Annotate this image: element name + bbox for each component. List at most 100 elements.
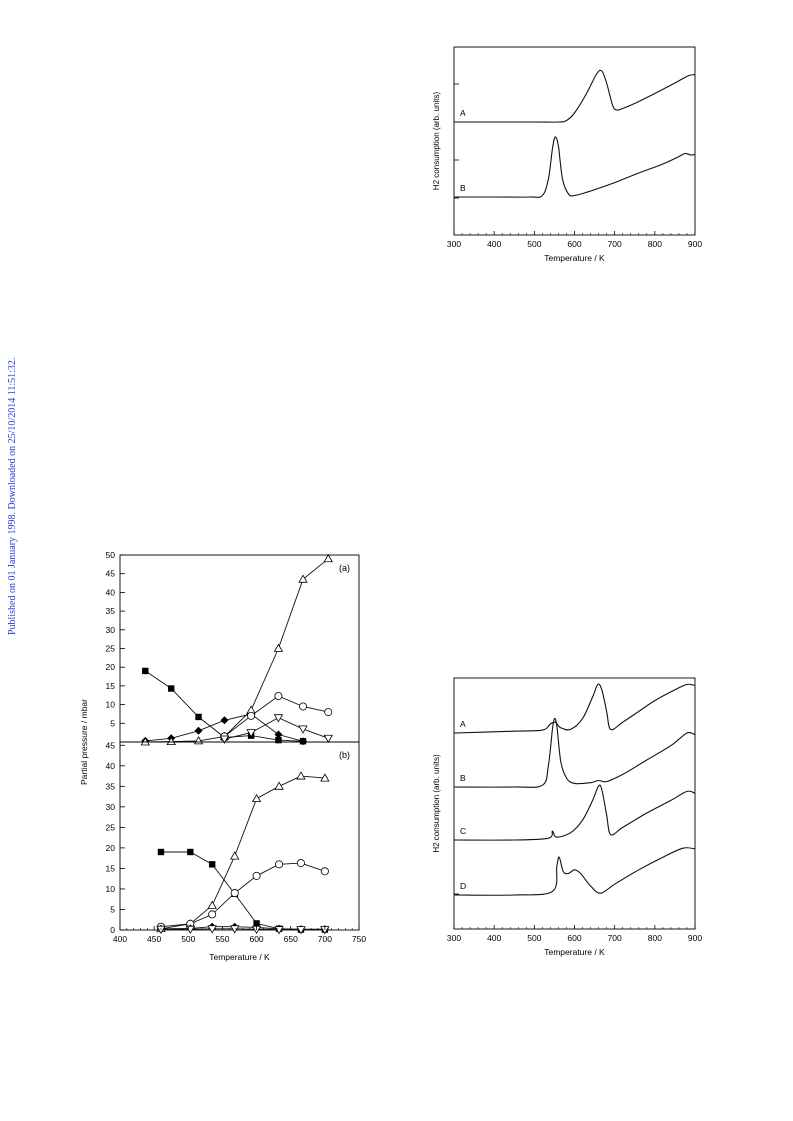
open-triangle-down-marker xyxy=(246,729,256,738)
y-tick-label: 5 xyxy=(110,904,115,914)
panel-a: 5 10 15 20 25 30 35 40 45 50 (a) xyxy=(106,550,360,746)
y-tick-label: 30 xyxy=(106,802,116,812)
open-circle-marker xyxy=(247,711,256,720)
filled-square-marker xyxy=(187,848,194,856)
filled-square-marker xyxy=(253,920,260,927)
open-circle-marker xyxy=(296,859,305,868)
y-tick-label: 45 xyxy=(106,740,116,750)
filled-square-marker xyxy=(142,667,149,675)
open-circle-marker xyxy=(324,708,333,717)
panel-frame xyxy=(119,554,360,743)
open-circle-marker xyxy=(274,691,283,700)
x-tick-label: 500 xyxy=(527,239,541,249)
series-line-A xyxy=(453,683,696,734)
series-label-C: C xyxy=(460,826,466,836)
x-tick-label: 500 xyxy=(181,934,195,944)
y-tick-label: 40 xyxy=(106,761,116,771)
tpr-chart-top: 300 400 500 600 700 800 900 A B Temperature / K H2… xyxy=(432,46,702,263)
filled-diamond-marker xyxy=(299,737,308,746)
y-tick-label: 20 xyxy=(106,843,116,853)
series-label-B: B xyxy=(460,773,466,783)
y-axis-label: H2 consumption (arb. units) xyxy=(432,754,441,853)
open-triangle-marker xyxy=(323,553,333,563)
open-circle-marker xyxy=(252,871,261,880)
tpr-chart-bottom: 300 400 500 600 700 800 900 A B C D Temperature / K… xyxy=(432,677,702,957)
filled-square-marker xyxy=(157,848,165,856)
x-tick-label: 900 xyxy=(688,239,702,249)
series-line-B xyxy=(453,717,696,788)
x-tick-label: 650 xyxy=(284,934,298,944)
x-tick-label: 600 xyxy=(249,934,263,944)
y-tick-label: 40 xyxy=(106,587,116,597)
filled-diamond-marker xyxy=(194,726,203,735)
plot-frame xyxy=(453,677,696,930)
series-line-B xyxy=(454,136,696,198)
x-tick-label: 400 xyxy=(113,934,127,944)
y-tick-label: 25 xyxy=(106,822,116,832)
open-circle-marker xyxy=(275,860,284,869)
panel-label: (b) xyxy=(339,750,350,760)
open-triangle-marker xyxy=(320,773,330,782)
x-tick-label: 400 xyxy=(487,933,501,943)
open-triangle-marker xyxy=(207,900,217,909)
filled-diamond-marker xyxy=(220,716,229,725)
y-tick-label: 0 xyxy=(110,925,115,935)
y-tick-label: 35 xyxy=(106,781,116,791)
open-triangle-marker xyxy=(274,781,284,790)
open-triangle-down-marker xyxy=(298,725,308,734)
x-axis-label: Temperature / K xyxy=(209,952,270,962)
filled-square-marker xyxy=(195,713,202,721)
open-circle-marker xyxy=(299,702,308,711)
open-triangle-marker xyxy=(296,771,306,780)
x-tick-label: 300 xyxy=(447,933,461,943)
open-circle-marker xyxy=(208,910,217,919)
series-line-A xyxy=(454,69,696,123)
x-tick-label: 800 xyxy=(648,239,662,249)
open-triangle-marker xyxy=(273,643,284,652)
x-axis-label: Temperature / K xyxy=(544,947,605,957)
y-axis-label: Partial pressure / mbar xyxy=(79,699,89,785)
open-triangle-marker xyxy=(166,736,176,746)
series-line-open-triangle xyxy=(145,558,329,743)
x-tick-label: 400 xyxy=(487,239,501,249)
series-line-D xyxy=(453,847,696,896)
filled-diamond-marker xyxy=(274,730,283,739)
y-axis-label: H2 consumption (arb. units) xyxy=(432,92,441,191)
y-tick-label: 10 xyxy=(106,700,116,710)
open-triangle-down-marker xyxy=(323,734,333,744)
panel-frame xyxy=(119,741,360,931)
filled-square-marker xyxy=(275,736,282,744)
partial-pressure-chart: 5 10 15 20 25 30 35 40 45 50 (a) 0 5 10 15 20 25 30 35 40 45… xyxy=(79,550,366,962)
series-label-A: A xyxy=(460,719,466,729)
series-label-A: A xyxy=(460,108,466,118)
open-circle-marker xyxy=(320,867,329,876)
x-tick-label: 600 xyxy=(567,933,581,943)
x-tick-label: 800 xyxy=(648,933,662,943)
y-tick-label: 15 xyxy=(106,863,116,873)
open-triangle-marker xyxy=(140,737,150,746)
y-tick-label: 10 xyxy=(106,884,116,894)
open-triangle-marker xyxy=(230,851,240,860)
open-triangle-down-marker xyxy=(219,735,230,744)
open-triangle-down-marker xyxy=(296,926,306,935)
series-line-open-circle xyxy=(160,862,326,928)
series-label-B: B xyxy=(460,183,466,193)
y-tick-label: 5 xyxy=(110,718,115,728)
series-line-filled-square xyxy=(145,670,304,742)
x-tick-label: 700 xyxy=(318,934,332,944)
x-tick-label: 900 xyxy=(688,933,702,943)
open-circle-marker xyxy=(230,889,239,898)
series-line-C xyxy=(453,784,696,841)
x-tick-label: 300 xyxy=(447,239,461,249)
x-axis-label: Temperature / K xyxy=(544,253,605,263)
y-tick-label: 30 xyxy=(106,625,116,635)
x-tick-label: 750 xyxy=(352,934,366,944)
panel-label: (a) xyxy=(339,563,350,573)
y-tick-label: 25 xyxy=(106,644,116,654)
x-tick-label: 450 xyxy=(147,934,161,944)
open-triangle-marker xyxy=(298,574,308,583)
x-tick-label: 600 xyxy=(567,239,581,249)
y-tick-label: 50 xyxy=(106,550,116,560)
x-tick-label: 700 xyxy=(608,239,622,249)
